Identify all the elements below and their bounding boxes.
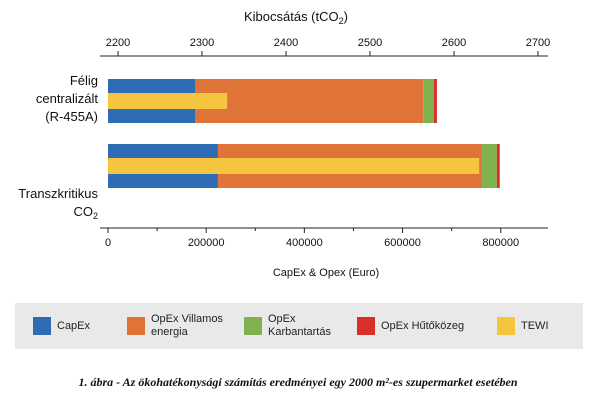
top-axis-tick-label: 2200	[106, 37, 130, 49]
figure-caption: 1. ábra - Az ökohatékonysági számítás er…	[78, 375, 518, 389]
top-axis-tick-label: 2600	[442, 37, 466, 49]
legend-label-opex-karbantartas: OpEx Karbantartás	[268, 313, 331, 338]
bar-segment	[423, 79, 434, 123]
chart: Kibocsátás (tCO2) 2200 2300 2400 2500 2600 270…	[18, 9, 550, 279]
bottom-axis-tick-label: 600000	[384, 237, 421, 249]
category-label: centralizált	[36, 91, 99, 106]
top-axis-tick-label: 2700	[526, 37, 550, 49]
x-axis-title: CapEx & Opex (Euro)	[273, 267, 379, 279]
legend-item-opex-villamos: OpEx Villamos energia	[127, 303, 223, 349]
bottom-axis-tick-label: 200000	[188, 237, 225, 249]
category-label: Transzkritikus	[18, 186, 98, 201]
legend-swatch-tewi	[497, 317, 515, 335]
category-label: (R-455A)	[45, 109, 98, 124]
legend-item-opex-hutokozeg: OpEx Hűtőközeg	[357, 303, 464, 349]
legend-swatch-opex-karbantartas	[244, 317, 262, 335]
legend-item-opex-karbantartas: OpEx Karbantartás	[244, 303, 331, 349]
bar-segment	[482, 144, 497, 188]
bar-segment	[433, 79, 437, 123]
top-axis-tick-label: 2400	[274, 37, 298, 49]
top-axis-tick-label: 2300	[190, 37, 214, 49]
legend-swatch-opex-villamos	[127, 317, 145, 335]
bar-segment	[195, 79, 424, 123]
legend-swatch-capex	[33, 317, 51, 335]
legend-item-capex: CapEx	[33, 303, 90, 349]
bar-segment	[496, 144, 500, 188]
tewi-bar	[108, 93, 228, 109]
bottom-axis-tick-label: 800000	[482, 237, 519, 249]
legend-label-opex-villamos: OpEx Villamos energia	[151, 313, 223, 338]
legend-item-tewi: TEWI	[497, 303, 549, 349]
top-axis-tick-label: 2500	[358, 37, 382, 49]
legend-label-opex-hutokozeg: OpEx Hűtőközeg	[381, 319, 465, 332]
legend-label-tewi: TEWI	[521, 319, 549, 332]
category-label: Félig	[70, 73, 98, 88]
bottom-axis-tick-label: 400000	[286, 237, 323, 249]
legend: CapEx OpEx Villamos energia OpEx Karbantar…	[15, 303, 583, 349]
top-axis-title: Kibocsátás (tCO2)	[244, 9, 348, 26]
bottom-axis-tick-label: 0	[105, 237, 111, 249]
legend-swatch-opex-hutokozeg	[357, 317, 375, 335]
legend-label-capex: CapEx	[57, 319, 91, 332]
tewi-bar	[108, 158, 480, 174]
category-label: CO2	[73, 204, 98, 221]
